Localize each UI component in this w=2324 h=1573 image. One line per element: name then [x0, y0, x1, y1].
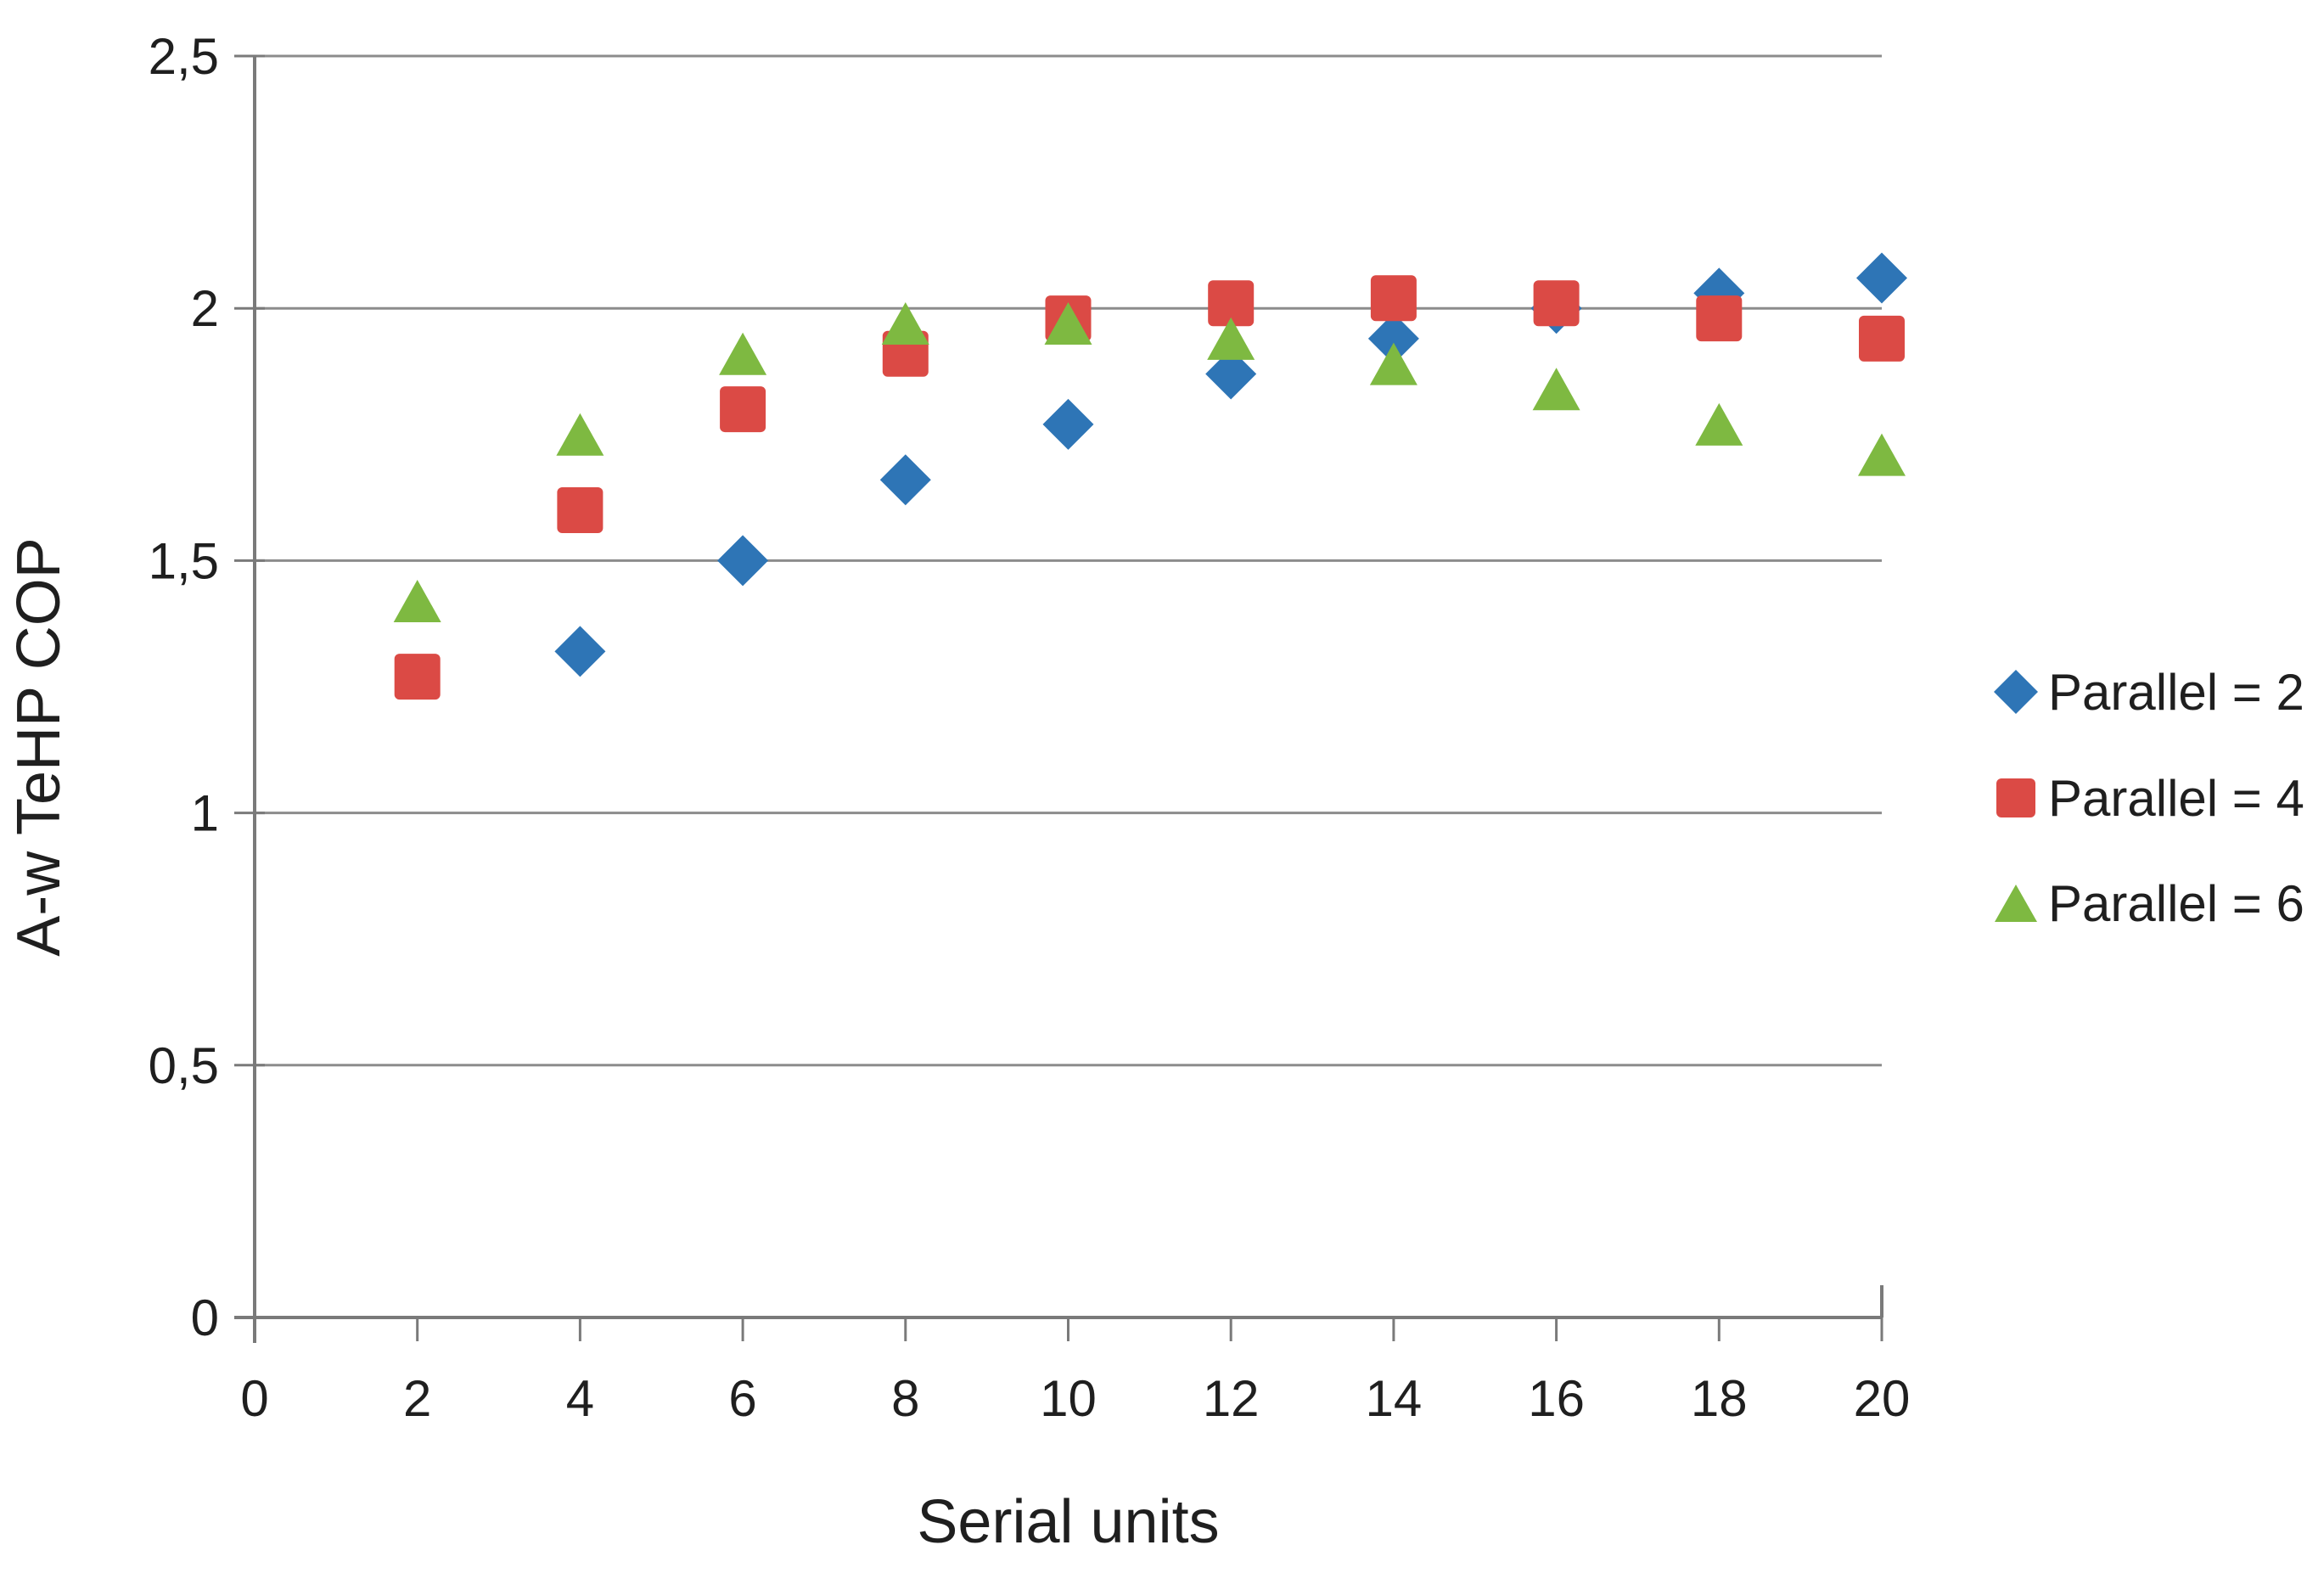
- data-point-parallel-6: [393, 579, 441, 622]
- x-tick-label: 14: [1366, 1370, 1423, 1427]
- data-point-parallel-4: [1208, 280, 1255, 327]
- x-tick-label: 8: [891, 1370, 919, 1427]
- x-tick-label: 10: [1040, 1370, 1097, 1427]
- data-point-parallel-6: [1858, 433, 1906, 476]
- legend-marker-parallel-4-icon: [1996, 778, 2035, 817]
- data-point-parallel-4: [557, 486, 603, 533]
- x-tick-label: 6: [728, 1370, 756, 1427]
- data-point-parallel-2: [1367, 312, 1419, 364]
- data-point-parallel-2: [1205, 348, 1257, 400]
- data-point-parallel-6: [1044, 302, 1092, 345]
- data-point-parallel-2: [879, 454, 931, 506]
- data-point-parallel-2: [1042, 398, 1094, 450]
- y-tick-label: 0,5: [149, 1037, 219, 1094]
- data-point-parallel-6: [1207, 317, 1255, 360]
- y-tick-label: 2: [191, 280, 219, 337]
- data-point-parallel-6: [1532, 368, 1580, 411]
- data-point-parallel-4: [394, 654, 441, 700]
- y-tick-label: 2,5: [149, 28, 219, 85]
- data-point-parallel-4: [720, 386, 766, 433]
- y-axis-title: A-w TeHP COP: [5, 537, 73, 957]
- data-point-parallel-4: [1696, 295, 1743, 342]
- x-tick-label: 2: [403, 1370, 431, 1427]
- data-point-parallel-6: [1695, 402, 1743, 446]
- data-point-parallel-6: [1369, 342, 1417, 385]
- data-point-parallel-2: [554, 626, 606, 677]
- data-point-parallel-4: [1370, 275, 1417, 322]
- data-point-parallel-6: [556, 413, 604, 456]
- data-point-parallel-2: [717, 535, 769, 587]
- y-tick-label: 1: [191, 785, 219, 842]
- data-point-parallel-6: [881, 302, 929, 345]
- data-point-parallel-2: [1856, 252, 1907, 304]
- x-tick-label: 16: [1528, 1370, 1585, 1427]
- x-tick-label: 20: [1854, 1370, 1911, 1427]
- legend-marker-parallel-6-icon: [1995, 885, 2037, 922]
- data-point-parallel-6: [719, 332, 767, 375]
- x-tick-label: 18: [1691, 1370, 1748, 1427]
- y-tick-label: 1,5: [149, 532, 219, 589]
- data-point-parallel-4: [1859, 315, 1905, 362]
- x-tick-label: 0: [240, 1370, 268, 1427]
- legend-label-parallel-6: Parallel = 6: [2048, 875, 2304, 932]
- legend-label-parallel-2: Parallel = 2: [2048, 664, 2304, 721]
- data-point-parallel-4: [1533, 280, 1580, 327]
- x-tick-label: 12: [1203, 1370, 1260, 1427]
- x-axis-title: Serial units: [917, 1488, 1220, 1556]
- legend-label-parallel-4: Parallel = 4: [2048, 770, 2304, 827]
- x-tick-label: 4: [566, 1370, 594, 1427]
- legend-marker-parallel-2-icon: [1994, 670, 2038, 714]
- y-tick-label: 0: [191, 1289, 219, 1346]
